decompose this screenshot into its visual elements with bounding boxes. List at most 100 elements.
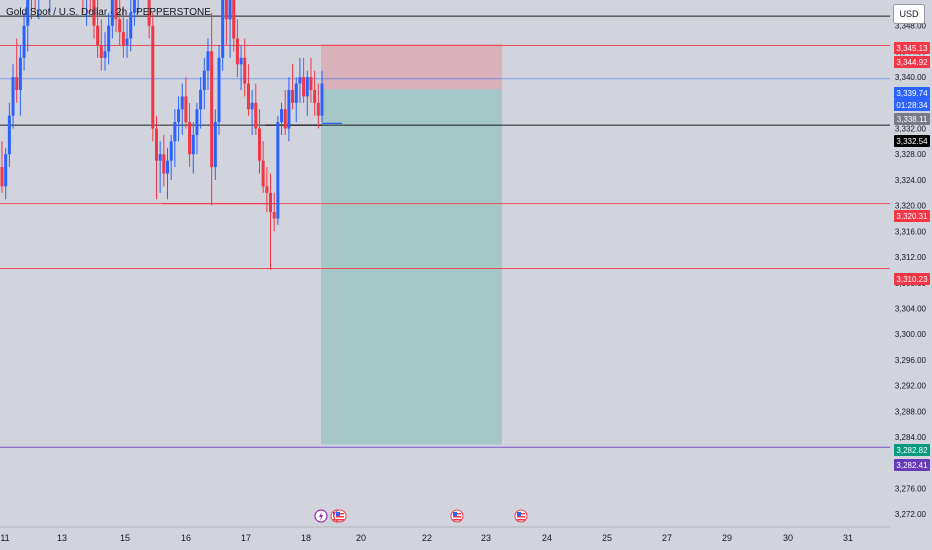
candle-body [110, 0, 114, 26]
candle-body [96, 25, 100, 45]
price-label-text: 3,282.41 [896, 461, 928, 470]
candle-body [92, 0, 96, 26]
candle-body [232, 0, 236, 39]
candle-body [283, 109, 287, 129]
price-label-text: 3,339.74 [896, 89, 928, 98]
price-tick-label: 3,296.00 [895, 356, 927, 365]
candle-body [320, 83, 324, 116]
price-label: 3,282.82 [894, 444, 930, 456]
candle-body [103, 51, 107, 58]
price-label-text: 3,332.54 [896, 137, 928, 146]
short-position-tool[interactable] [321, 44, 502, 445]
candle-body [180, 96, 184, 110]
price-label: 3,338.11 [894, 113, 930, 125]
candle-body [280, 109, 284, 123]
candle-body [177, 109, 181, 123]
time-axis-label: 20 [356, 533, 366, 543]
price-tick-label: 3,304.00 [895, 304, 927, 313]
price-label: 3,310.23 [894, 273, 930, 285]
price-label-box [894, 444, 930, 456]
take-profit-zone [321, 89, 502, 445]
candle-body [250, 102, 254, 110]
candle-body [294, 83, 298, 103]
time-axis-label: 31 [843, 533, 853, 543]
us-flag-icon [450, 509, 464, 523]
price-label: 3,332.54 [894, 135, 930, 147]
price-label-box [894, 42, 930, 54]
candle-body [121, 32, 125, 45]
price-label-box [894, 56, 930, 68]
candle-body [305, 77, 309, 97]
candle-body [261, 160, 265, 187]
time-axis-label: 16 [181, 533, 191, 543]
price-tick-label: 3,348.00 [895, 22, 927, 31]
candle-body [7, 115, 11, 155]
time-axis-label: 29 [722, 533, 732, 543]
candlesticks[interactable] [0, 0, 343, 270]
candle-body [202, 70, 206, 90]
time-axis-labels: 11 13 15 16 17 18 20 22 23 24 25 27 29 30 31 [0, 533, 853, 543]
time-axis-label: 13 [57, 533, 67, 543]
time-axis-label: 17 [241, 533, 251, 543]
candle-body [147, 0, 151, 26]
candle-body [213, 122, 217, 168]
flash-event-icon [314, 509, 328, 523]
time-axis-label: 27 [662, 533, 672, 543]
candle-body [246, 83, 250, 110]
candle-body [173, 122, 177, 142]
candle-body [298, 77, 302, 84]
price-tick-label: 3,312.00 [895, 253, 927, 262]
horizontal-lines[interactable] [0, 15, 890, 448]
price-label-text: 3,344.92 [896, 58, 928, 67]
price-label: 3,339.74 [894, 87, 930, 99]
candle-body [228, 0, 232, 20]
price-label: 3,282.41 [894, 459, 930, 471]
candle-body [132, 0, 136, 13]
price-tick-label: 3,316.00 [895, 227, 927, 236]
candle-body [269, 192, 273, 213]
price-tick-label: 3,276.00 [895, 484, 927, 493]
price-label: 3,344.92 [894, 56, 930, 68]
candle-body [154, 128, 158, 161]
price-label-box [894, 459, 930, 471]
price-tick-label: 3,284.00 [895, 433, 927, 442]
candle-body [302, 77, 306, 97]
stop-loss-zone [321, 44, 502, 90]
price-label-box [894, 113, 930, 125]
candle-body [191, 134, 195, 155]
currency-button[interactable]: USD [893, 4, 925, 24]
price-axis-labels: 3,345.13 3,344.92 3,339.74 01:28:34 3,338.11… [894, 42, 930, 471]
time-axis-label: 22 [422, 533, 432, 543]
candle-body [0, 167, 4, 187]
candle-body [272, 212, 276, 219]
candle-body [195, 109, 199, 135]
candle-body [18, 57, 22, 90]
candle-body [22, 25, 26, 58]
candle-body [257, 128, 261, 161]
candle-body [265, 186, 269, 193]
candle-body [254, 102, 258, 129]
candle-body [129, 12, 133, 39]
price-tick-label: 3,300.00 [895, 330, 927, 339]
candle-body [107, 25, 111, 52]
candle-body [188, 122, 192, 155]
time-axis-label: 15 [120, 533, 130, 543]
candle-body [169, 141, 173, 161]
price-label-box [894, 87, 930, 99]
candle-body [151, 25, 155, 129]
price-label-text: 3,338.11 [897, 115, 928, 124]
candle-body [313, 89, 317, 103]
candle-body [235, 38, 239, 65]
economic-events[interactable] [314, 509, 528, 523]
price-label-box [894, 99, 930, 111]
price-tick-label: 3,332.00 [895, 125, 927, 134]
price-label-text: 3,310.23 [896, 275, 928, 284]
price-tick-label: 3,328.00 [895, 150, 927, 159]
candle-body [125, 38, 129, 45]
candle-body [15, 77, 19, 90]
price-tick-label: 3,320.00 [895, 202, 927, 211]
price-label-text: 3,282.82 [896, 446, 928, 455]
candle-body [11, 77, 15, 116]
